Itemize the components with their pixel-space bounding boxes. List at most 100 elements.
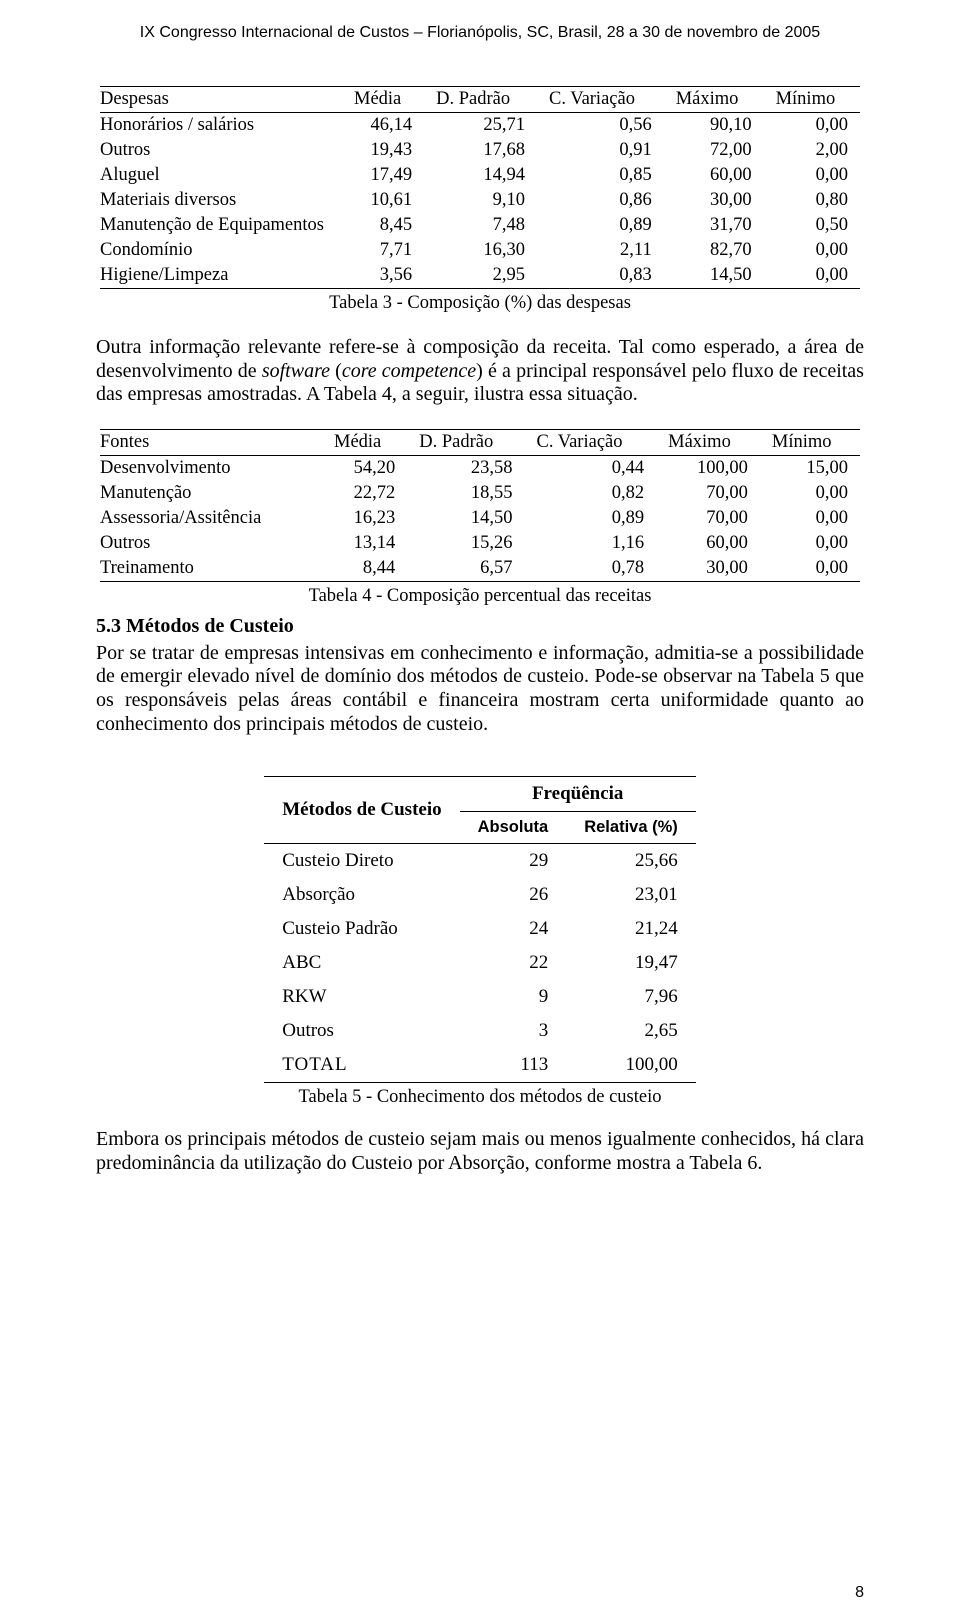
table-cell: 2,65 [566, 1014, 696, 1048]
table-cell: 16,30 [424, 238, 537, 263]
table-cell: 70,00 [656, 506, 760, 531]
table-row: Outros13,1415,261,1660,000,00 [100, 531, 860, 556]
table-cell: 19,43 [342, 138, 424, 163]
table-cell: 60,00 [664, 163, 764, 188]
table-cell: Custeio Padrão [264, 912, 459, 946]
table-row: RKW97,96 [264, 980, 696, 1014]
table-cell: 2,95 [424, 263, 537, 289]
table-cell: 46,14 [342, 113, 424, 139]
table-4-caption: Tabela 4 - Composição percentual das rec… [96, 586, 864, 607]
table-cell: ABC [264, 946, 459, 980]
table-row: Outros19,4317,680,9172,002,00 [100, 138, 860, 163]
t3-col-despesas: Despesas [100, 87, 342, 113]
t5-total-label: TOTAL [264, 1048, 459, 1083]
table-cell: 30,00 [656, 556, 760, 582]
table-cell: 22 [460, 946, 567, 980]
table-cell: 2,00 [764, 138, 860, 163]
table-cell: Outros [264, 1014, 459, 1048]
table-cell: 17,49 [342, 163, 424, 188]
table-cell: 7,96 [566, 980, 696, 1014]
table-cell: 0,00 [764, 163, 860, 188]
table-3-despesas: Despesas Média D. Padrão C. Variação Máx… [100, 86, 860, 289]
table-cell: 24 [460, 912, 567, 946]
table-cell: 0,82 [525, 481, 657, 506]
table-row: Manutenção22,7218,550,8270,000,00 [100, 481, 860, 506]
table-cell: 31,70 [664, 213, 764, 238]
t5-subheader-relativa: Relativa (%) [566, 812, 696, 844]
table-row: Aluguel17,4914,940,8560,000,00 [100, 163, 860, 188]
t4-col-dpadrao: D. Padrão [407, 429, 524, 455]
table-5-caption: Tabela 5 - Conhecimento dos métodos de c… [96, 1087, 864, 1108]
table-cell: 0,00 [760, 506, 860, 531]
italic-core-competence: core competence [342, 360, 476, 382]
table-cell: 0,50 [764, 213, 860, 238]
table-cell: 17,68 [424, 138, 537, 163]
table-cell: 16,23 [322, 506, 407, 531]
t3-col-media: Média [342, 87, 424, 113]
paragraph-outra-informacao: Outra informação relevante refere-se à c… [96, 336, 864, 407]
table-row: Absorção2623,01 [264, 878, 696, 912]
table-cell: Condomínio [100, 238, 342, 263]
t4-col-media: Média [322, 429, 407, 455]
table-cell: 13,14 [322, 531, 407, 556]
table-cell: 9,10 [424, 188, 537, 213]
table-cell: 0,85 [537, 163, 664, 188]
table-row: Custeio Padrão2421,24 [264, 912, 696, 946]
table-cell: 0,00 [764, 113, 860, 139]
t5-total-rel: 100,00 [566, 1048, 696, 1083]
italic-software: software [262, 360, 330, 382]
table-cell: 2,11 [537, 238, 664, 263]
table-cell: 23,01 [566, 878, 696, 912]
t3-col-dpadrao: D. Padrão [424, 87, 537, 113]
table-4-fontes: Fontes Média D. Padrão C. Variação Máxim… [100, 429, 860, 582]
table-row: Assessoria/Assitência16,2314,500,8970,00… [100, 506, 860, 531]
table-cell: 3,56 [342, 263, 424, 289]
table-cell: 6,57 [407, 556, 524, 582]
table-cell: 25,66 [566, 844, 696, 879]
table-cell: 90,10 [664, 113, 764, 139]
table-cell: 0,83 [537, 263, 664, 289]
table-cell: Aluguel [100, 163, 342, 188]
table-cell: Assessoria/Assitência [100, 506, 322, 531]
table-cell: 18,55 [407, 481, 524, 506]
table-5-metodos-custeio: Métodos de Custeio Freqüência Absoluta R… [264, 776, 696, 1083]
table-row: ABC2219,47 [264, 946, 696, 980]
t5-header-metodos: Métodos de Custeio [264, 777, 459, 844]
table-cell: 21,24 [566, 912, 696, 946]
p1-text-b: ( [330, 360, 342, 382]
t4-col-fontes: Fontes [100, 429, 322, 455]
t5-total-abs: 113 [460, 1048, 567, 1083]
table-cell: Custeio Direto [264, 844, 459, 879]
running-header: IX Congresso Internacional de Custos – F… [96, 24, 864, 42]
table-cell: 82,70 [664, 238, 764, 263]
table-cell: 0,86 [537, 188, 664, 213]
table-row: Condomínio7,7116,302,1182,700,00 [100, 238, 860, 263]
table-row: Desenvolvimento54,2023,580,44100,0015,00 [100, 455, 860, 481]
table-cell: 22,72 [322, 481, 407, 506]
table-cell: 19,47 [566, 946, 696, 980]
table-cell: 72,00 [664, 138, 764, 163]
table-cell: 100,00 [656, 455, 760, 481]
table-cell: 15,26 [407, 531, 524, 556]
paragraph-embora: Embora os principais métodos de custeio … [96, 1128, 864, 1175]
table-cell: 8,45 [342, 213, 424, 238]
table-cell: 1,16 [525, 531, 657, 556]
table-cell: 0,78 [525, 556, 657, 582]
table-row: Higiene/Limpeza3,562,950,8314,500,00 [100, 263, 860, 289]
table-cell: 3 [460, 1014, 567, 1048]
t4-col-cvar: C. Variação [525, 429, 657, 455]
table-cell: Manutenção [100, 481, 322, 506]
table-cell: 10,61 [342, 188, 424, 213]
table-cell: 7,48 [424, 213, 537, 238]
table-cell: 25,71 [424, 113, 537, 139]
table-cell: Absorção [264, 878, 459, 912]
table-3-caption: Tabela 3 - Composição (%) das despesas [96, 293, 864, 314]
table-cell: 54,20 [322, 455, 407, 481]
table-cell: 60,00 [656, 531, 760, 556]
table-cell: 0,91 [537, 138, 664, 163]
table-cell: Honorários / salários [100, 113, 342, 139]
table-cell: 23,58 [407, 455, 524, 481]
table-cell: 70,00 [656, 481, 760, 506]
section-5-3-heading: 5.3 Métodos de Custeio [96, 615, 864, 638]
table-cell: RKW [264, 980, 459, 1014]
